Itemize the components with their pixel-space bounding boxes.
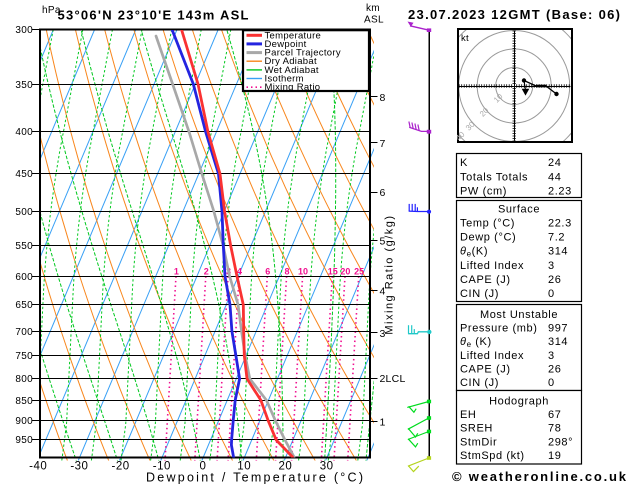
svg-text:78: 78 xyxy=(548,423,561,435)
svg-text:© weatheronline.co.uk: © weatheronline.co.uk xyxy=(452,469,627,484)
svg-text:450: 450 xyxy=(15,169,33,180)
svg-text:LCL: LCL xyxy=(386,373,406,385)
svg-text:0: 0 xyxy=(548,377,555,389)
svg-text:650: 650 xyxy=(15,300,33,311)
svg-text:26: 26 xyxy=(548,364,561,376)
svg-text:Wet Adiabat: Wet Adiabat xyxy=(265,65,319,76)
svg-text:950: 950 xyxy=(15,435,33,446)
svg-text:25: 25 xyxy=(354,267,364,277)
svg-text:1: 1 xyxy=(174,267,179,277)
svg-text:StmDir: StmDir xyxy=(460,436,497,448)
svg-text:kt: kt xyxy=(461,33,469,44)
svg-text:500: 500 xyxy=(15,207,33,218)
svg-text:Lifted Index: Lifted Index xyxy=(460,260,524,272)
svg-text:CAPE (J): CAPE (J) xyxy=(460,274,511,286)
svg-text:24: 24 xyxy=(548,157,561,169)
svg-text:PW (cm): PW (cm) xyxy=(460,186,507,198)
svg-text:5: 5 xyxy=(380,235,386,247)
svg-text:km: km xyxy=(366,3,380,14)
svg-text:hPa: hPa xyxy=(42,5,61,16)
svg-text:7.2: 7.2 xyxy=(548,232,565,244)
svg-text:EH: EH xyxy=(460,409,476,421)
svg-text:750: 750 xyxy=(15,351,33,362)
svg-text:4: 4 xyxy=(380,285,386,297)
svg-text:θe(K): θe(K) xyxy=(460,246,488,259)
svg-text:298°: 298° xyxy=(548,436,573,448)
svg-text:SREH: SREH xyxy=(460,423,493,435)
svg-text:2.23: 2.23 xyxy=(548,186,572,198)
svg-text:0: 0 xyxy=(548,288,555,300)
svg-text:3: 3 xyxy=(548,260,555,272)
svg-text:800: 800 xyxy=(15,374,33,385)
svg-text:850: 850 xyxy=(15,396,33,407)
svg-text:Temp (°C): Temp (°C) xyxy=(460,218,515,230)
svg-text:Pressure (mb): Pressure (mb) xyxy=(460,323,537,335)
svg-text:Dry Adiabat: Dry Adiabat xyxy=(265,56,317,67)
svg-text:K: K xyxy=(460,157,468,169)
svg-text:3: 3 xyxy=(380,328,386,340)
svg-text:Hodograph: Hodograph xyxy=(489,395,549,407)
svg-text:22.3: 22.3 xyxy=(548,218,572,230)
svg-text:314: 314 xyxy=(548,246,568,258)
svg-text:19: 19 xyxy=(548,450,561,462)
svg-text:44: 44 xyxy=(548,172,561,184)
svg-text:Parcel Trajectory: Parcel Trajectory xyxy=(265,48,341,59)
svg-text:Totals Totals: Totals Totals xyxy=(460,172,528,184)
svg-text:6: 6 xyxy=(380,187,386,199)
svg-text:53°06'N 23°10'E 143m ASL: 53°06'N 23°10'E 143m ASL xyxy=(58,8,249,23)
svg-text:4: 4 xyxy=(237,267,242,277)
svg-text:3: 3 xyxy=(548,350,555,362)
svg-text:Dewp (°C): Dewp (°C) xyxy=(460,232,516,244)
svg-text:10: 10 xyxy=(298,267,308,277)
svg-text:300: 300 xyxy=(15,25,33,36)
svg-text:Lifted Index: Lifted Index xyxy=(460,350,524,362)
svg-text:2: 2 xyxy=(380,373,386,385)
svg-text:Isotherm: Isotherm xyxy=(265,74,304,85)
svg-text:67: 67 xyxy=(548,409,561,421)
svg-text:Dewpoint / Temperature (°C): Dewpoint / Temperature (°C) xyxy=(146,471,363,485)
svg-text:StmSpd (kt): StmSpd (kt) xyxy=(460,450,525,462)
svg-text:10: 10 xyxy=(237,461,251,473)
svg-text:314: 314 xyxy=(548,336,568,348)
svg-text:CIN (J): CIN (J) xyxy=(460,288,499,300)
svg-text:700: 700 xyxy=(15,327,33,338)
svg-text:-20: -20 xyxy=(112,461,130,473)
svg-text:CIN (J): CIN (J) xyxy=(460,377,499,389)
svg-text:θe (K): θe (K) xyxy=(460,336,492,349)
svg-text:1: 1 xyxy=(380,417,386,429)
svg-text:900: 900 xyxy=(15,416,33,427)
svg-text:CAPE (J): CAPE (J) xyxy=(460,364,511,376)
svg-text:6: 6 xyxy=(265,267,270,277)
svg-text:Dewpoint: Dewpoint xyxy=(265,39,307,50)
svg-text:997: 997 xyxy=(548,323,568,335)
svg-text:ASL: ASL xyxy=(364,15,384,26)
svg-text:15: 15 xyxy=(328,267,338,277)
svg-text:400: 400 xyxy=(15,127,33,138)
svg-text:8: 8 xyxy=(380,92,386,104)
svg-text:350: 350 xyxy=(15,80,33,91)
svg-text:8: 8 xyxy=(284,267,289,277)
svg-text:Mixing Ratio (g/kg): Mixing Ratio (g/kg) xyxy=(384,214,396,334)
svg-text:7: 7 xyxy=(380,138,386,150)
svg-text:Surface: Surface xyxy=(498,204,540,216)
svg-text:-30: -30 xyxy=(70,461,88,473)
svg-text:Temperature: Temperature xyxy=(265,30,322,41)
svg-text:30: 30 xyxy=(320,461,334,473)
svg-text:20: 20 xyxy=(340,267,350,277)
svg-text:20: 20 xyxy=(279,461,293,473)
svg-text:0: 0 xyxy=(200,461,207,473)
svg-text:2: 2 xyxy=(204,267,209,277)
svg-text:-10: -10 xyxy=(153,461,171,473)
svg-text:23.07.2023 12GMT (Base: 06): 23.07.2023 12GMT (Base: 06) xyxy=(408,7,620,22)
svg-text:26: 26 xyxy=(548,274,561,286)
svg-text:Mixing Ratio: Mixing Ratio xyxy=(265,82,321,93)
svg-text:-40: -40 xyxy=(29,461,47,473)
svg-text:Most Unstable: Most Unstable xyxy=(480,309,558,321)
svg-text:600: 600 xyxy=(15,272,33,283)
svg-text:550: 550 xyxy=(15,241,33,252)
